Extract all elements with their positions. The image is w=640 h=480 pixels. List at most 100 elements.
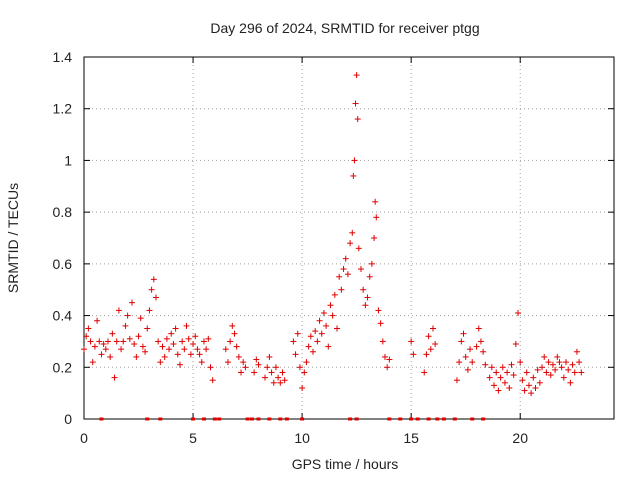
data-point [157,359,164,366]
data-point [425,333,432,340]
data-point [196,351,203,358]
data-point [152,294,159,301]
data-point [181,346,188,353]
data-point [102,346,109,353]
data-point [229,322,236,329]
data-point [111,374,118,381]
data-point [344,271,351,278]
data-point [352,100,359,107]
data-point [488,364,495,371]
data-point [170,341,177,348]
data-point [161,353,168,360]
data-point [408,338,415,345]
data-point [423,351,430,358]
data-point [554,353,561,360]
data-point [547,372,554,379]
data-point [166,346,173,353]
data-point [222,346,229,353]
data-point [85,325,92,332]
data-point [456,359,463,366]
data-point [83,333,90,340]
data-point [268,369,275,376]
data-point [238,369,245,376]
data-point [163,335,170,342]
data-point [329,312,336,319]
data-point [569,361,576,368]
data-point [275,374,282,381]
data-point [148,286,155,293]
data-point [552,366,559,373]
data-point [91,343,98,350]
data-point [338,286,345,293]
data-point [113,338,120,345]
data-point [118,346,125,353]
data-point [266,353,273,360]
data-point [255,361,262,368]
data-point [534,366,541,373]
data-point [530,374,537,381]
data-point [279,369,286,376]
data-point [253,356,260,363]
data-point [386,356,393,363]
data-point [421,369,428,376]
y-tick-label: 0.8 [53,204,73,220]
x-tick-label: 10 [294,430,310,446]
data-point [303,359,310,366]
data-point [331,291,338,298]
data-point [290,338,297,345]
data-point [506,384,513,391]
data-point [192,333,199,340]
data-point [327,302,334,309]
data-point [354,116,361,123]
data-point [355,245,362,252]
data-point [128,299,135,306]
ticks [83,56,614,420]
data-point [305,343,312,350]
data-point [371,235,378,241]
data-point [179,338,186,345]
data-point [521,387,528,394]
data-point [194,346,201,353]
data-point [477,338,484,345]
data-point [381,353,388,360]
data-point [185,335,192,342]
data-point [510,372,517,379]
data-point [528,390,535,397]
data-point [469,359,476,366]
data-point [174,351,181,358]
data-point [347,240,354,247]
data-point [224,359,231,366]
data-point [87,338,94,345]
data-point [187,351,194,358]
data-point [377,320,384,327]
data-point [89,359,96,366]
data-point [146,307,153,314]
data-point [539,364,546,371]
data-point [462,353,469,360]
data-point [292,351,299,358]
data-point [578,369,585,376]
data-point [342,255,349,262]
data-point [360,286,367,293]
data-point [501,379,508,386]
data-point [98,351,105,358]
data-point [410,351,417,358]
data-point [560,374,567,381]
data-point [541,353,548,360]
chart-title: Day 296 of 2024, SRMTID for receiver ptg… [210,20,479,36]
data-point [109,330,116,337]
data-point [512,341,519,348]
data-point [242,364,249,371]
data-point [467,346,474,353]
data-point [525,382,532,389]
data-point [150,276,157,283]
data-point [104,338,111,345]
data-point [235,353,242,360]
data-point [558,364,565,371]
data-point [473,343,480,350]
data-point [131,341,138,348]
data-point [270,379,277,386]
data-point [320,309,327,316]
data-point [198,359,205,366]
data-point [532,384,539,391]
